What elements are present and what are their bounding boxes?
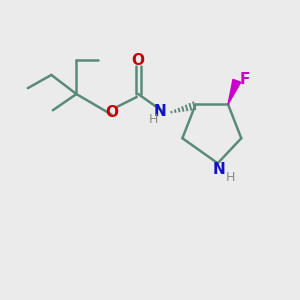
- Text: H: H: [148, 113, 158, 127]
- Text: O: O: [105, 105, 118, 120]
- Text: H: H: [225, 171, 235, 184]
- Text: N: N: [213, 162, 226, 177]
- Text: O: O: [132, 53, 145, 68]
- Text: N: N: [154, 104, 167, 119]
- Text: F: F: [240, 72, 250, 87]
- Polygon shape: [228, 80, 241, 104]
